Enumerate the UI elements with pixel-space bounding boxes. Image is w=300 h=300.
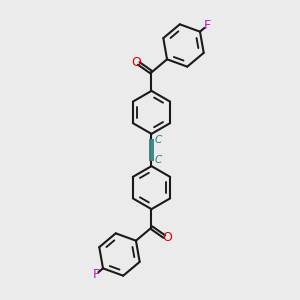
- Text: O: O: [131, 56, 141, 69]
- Text: O: O: [162, 231, 172, 244]
- Text: C: C: [154, 135, 162, 145]
- Text: F: F: [203, 20, 210, 32]
- Text: C: C: [154, 155, 162, 165]
- Text: F: F: [93, 268, 100, 281]
